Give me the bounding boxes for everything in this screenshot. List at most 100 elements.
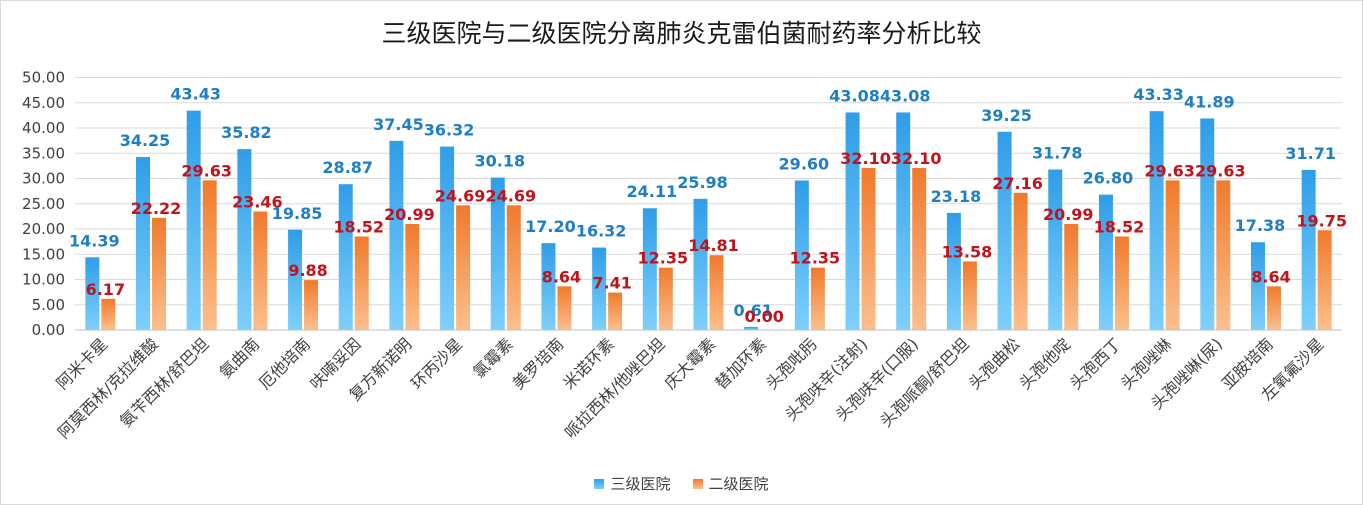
bar-secondary bbox=[1165, 180, 1180, 330]
bar-tertiary bbox=[136, 157, 151, 330]
data-label-tertiary: 41.89 bbox=[1184, 92, 1235, 111]
bar-secondary bbox=[709, 255, 724, 330]
data-label-tertiary: 19.85 bbox=[272, 204, 323, 223]
data-label-tertiary: 23.18 bbox=[931, 187, 982, 206]
x-tick-label: 头孢西丁 bbox=[1066, 334, 1125, 393]
bar-tertiary bbox=[744, 326, 759, 330]
data-label-tertiary: 0.61 bbox=[733, 301, 772, 320]
bar-tertiary bbox=[490, 177, 505, 330]
bar-tertiary bbox=[1250, 242, 1265, 330]
y-tick-label: 35.00 bbox=[22, 144, 65, 162]
data-label-tertiary: 28.87 bbox=[322, 158, 373, 177]
y-tick-label: 40.00 bbox=[22, 119, 65, 137]
bar-secondary bbox=[1064, 224, 1079, 330]
x-tick-label: 厄他培南 bbox=[255, 334, 314, 393]
data-label-secondary: 20.99 bbox=[384, 205, 435, 224]
data-label-secondary: 19.75 bbox=[1296, 211, 1347, 230]
x-tick-label: 庆大霉素 bbox=[661, 334, 720, 393]
data-label-tertiary: 43.08 bbox=[829, 86, 880, 105]
bar-tertiary bbox=[946, 212, 961, 330]
data-label-tertiary: 16.32 bbox=[576, 222, 627, 241]
data-label-secondary: 13.58 bbox=[942, 242, 993, 261]
y-tick-label: 20.00 bbox=[22, 220, 65, 238]
chart-title: 三级医院与二级医院分离肺炎克雷伯菌耐药率分析比较 bbox=[381, 19, 982, 48]
legend-item-secondary: 二级医院 bbox=[692, 473, 769, 494]
data-label-tertiary: 24.11 bbox=[627, 182, 678, 201]
bar-secondary bbox=[810, 267, 825, 330]
data-label-secondary: 12.35 bbox=[638, 249, 689, 268]
bar-tertiary bbox=[896, 112, 911, 330]
legend-swatch-tertiary bbox=[594, 478, 605, 489]
y-tick-label: 15.00 bbox=[22, 245, 65, 263]
bar-tertiary bbox=[794, 180, 809, 330]
bar-secondary bbox=[1013, 192, 1028, 330]
data-label-tertiary: 43.08 bbox=[880, 86, 931, 105]
bar-secondary bbox=[1266, 286, 1281, 330]
bar-tertiary bbox=[541, 243, 556, 330]
data-label-tertiary: 17.38 bbox=[1235, 216, 1286, 235]
bar-secondary bbox=[658, 267, 673, 330]
data-label-secondary: 7.41 bbox=[592, 274, 631, 293]
data-label-secondary: 18.52 bbox=[333, 217, 384, 236]
data-label-tertiary: 26.80 bbox=[1083, 169, 1134, 188]
data-label-secondary: 32.10 bbox=[891, 149, 942, 168]
legend-label-secondary: 二级医院 bbox=[708, 475, 769, 493]
data-label-tertiary: 43.43 bbox=[170, 85, 221, 104]
bar-secondary bbox=[962, 261, 977, 330]
x-tick-label: 美罗培南 bbox=[509, 334, 568, 393]
bar-tertiary bbox=[642, 208, 657, 330]
data-label-tertiary: 39.25 bbox=[981, 106, 1032, 125]
data-label-tertiary: 37.45 bbox=[373, 115, 424, 134]
data-label-tertiary: 30.18 bbox=[474, 152, 525, 171]
y-tick-label: 30.00 bbox=[22, 170, 65, 188]
data-label-secondary: 29.63 bbox=[181, 161, 232, 180]
data-label-secondary: 12.35 bbox=[790, 249, 841, 268]
y-tick-label: 45.00 bbox=[22, 94, 65, 112]
bar-tertiary bbox=[1200, 118, 1215, 330]
bar-tertiary bbox=[1048, 169, 1063, 330]
bar-secondary bbox=[506, 205, 521, 330]
bar-tertiary bbox=[1098, 194, 1113, 330]
bar-secondary bbox=[456, 205, 471, 330]
data-label-secondary: 6.17 bbox=[86, 280, 125, 299]
x-tick-label: 氯霉素 bbox=[469, 334, 516, 381]
bar-tertiary bbox=[997, 131, 1012, 330]
y-tick-label: 0.00 bbox=[32, 321, 65, 339]
y-tick-label: 50.00 bbox=[22, 69, 65, 87]
data-label-secondary: 20.99 bbox=[1043, 205, 1094, 224]
bar-tertiary bbox=[389, 140, 404, 330]
data-label-tertiary: 34.25 bbox=[120, 131, 171, 150]
x-tick-label: 氨曲南 bbox=[216, 334, 263, 381]
data-label-tertiary: 31.78 bbox=[1032, 144, 1083, 163]
y-tick-label: 5.00 bbox=[32, 296, 65, 314]
bar-secondary bbox=[1317, 230, 1332, 330]
data-label-tertiary: 29.60 bbox=[779, 155, 830, 174]
bar-secondary bbox=[304, 280, 319, 330]
data-label-tertiary: 25.98 bbox=[677, 173, 728, 192]
bar-tertiary bbox=[237, 149, 252, 330]
data-label-secondary: 8.64 bbox=[1251, 267, 1290, 286]
x-tick-label: 头孢哌酮/舒巴坦 bbox=[876, 334, 972, 430]
data-label-secondary: 32.10 bbox=[840, 149, 891, 168]
data-label-secondary: 22.22 bbox=[131, 199, 182, 218]
legend-label-tertiary: 三级医院 bbox=[610, 475, 671, 493]
data-label-tertiary: 14.39 bbox=[69, 231, 120, 250]
legend: 三级医院 二级医院 bbox=[0, 473, 1363, 494]
bar-secondary bbox=[354, 236, 369, 330]
data-label-secondary: 24.69 bbox=[435, 186, 486, 205]
data-label-secondary: 29.63 bbox=[1195, 161, 1246, 180]
bar-secondary bbox=[202, 180, 217, 330]
bar-tertiary bbox=[592, 247, 607, 330]
bar-secondary bbox=[912, 167, 927, 330]
x-tick-label: 氨苄西林/舒巴坦 bbox=[116, 334, 212, 430]
bar-tertiary bbox=[693, 198, 708, 330]
legend-swatch-secondary bbox=[692, 478, 703, 489]
y-tick-label: 10.00 bbox=[22, 271, 65, 289]
bar-tertiary bbox=[338, 184, 353, 330]
bar-tertiary bbox=[845, 112, 860, 330]
data-label-secondary: 29.63 bbox=[1144, 161, 1195, 180]
bar-tertiary bbox=[186, 110, 201, 330]
x-tick-label: 头孢曲松 bbox=[965, 334, 1024, 393]
